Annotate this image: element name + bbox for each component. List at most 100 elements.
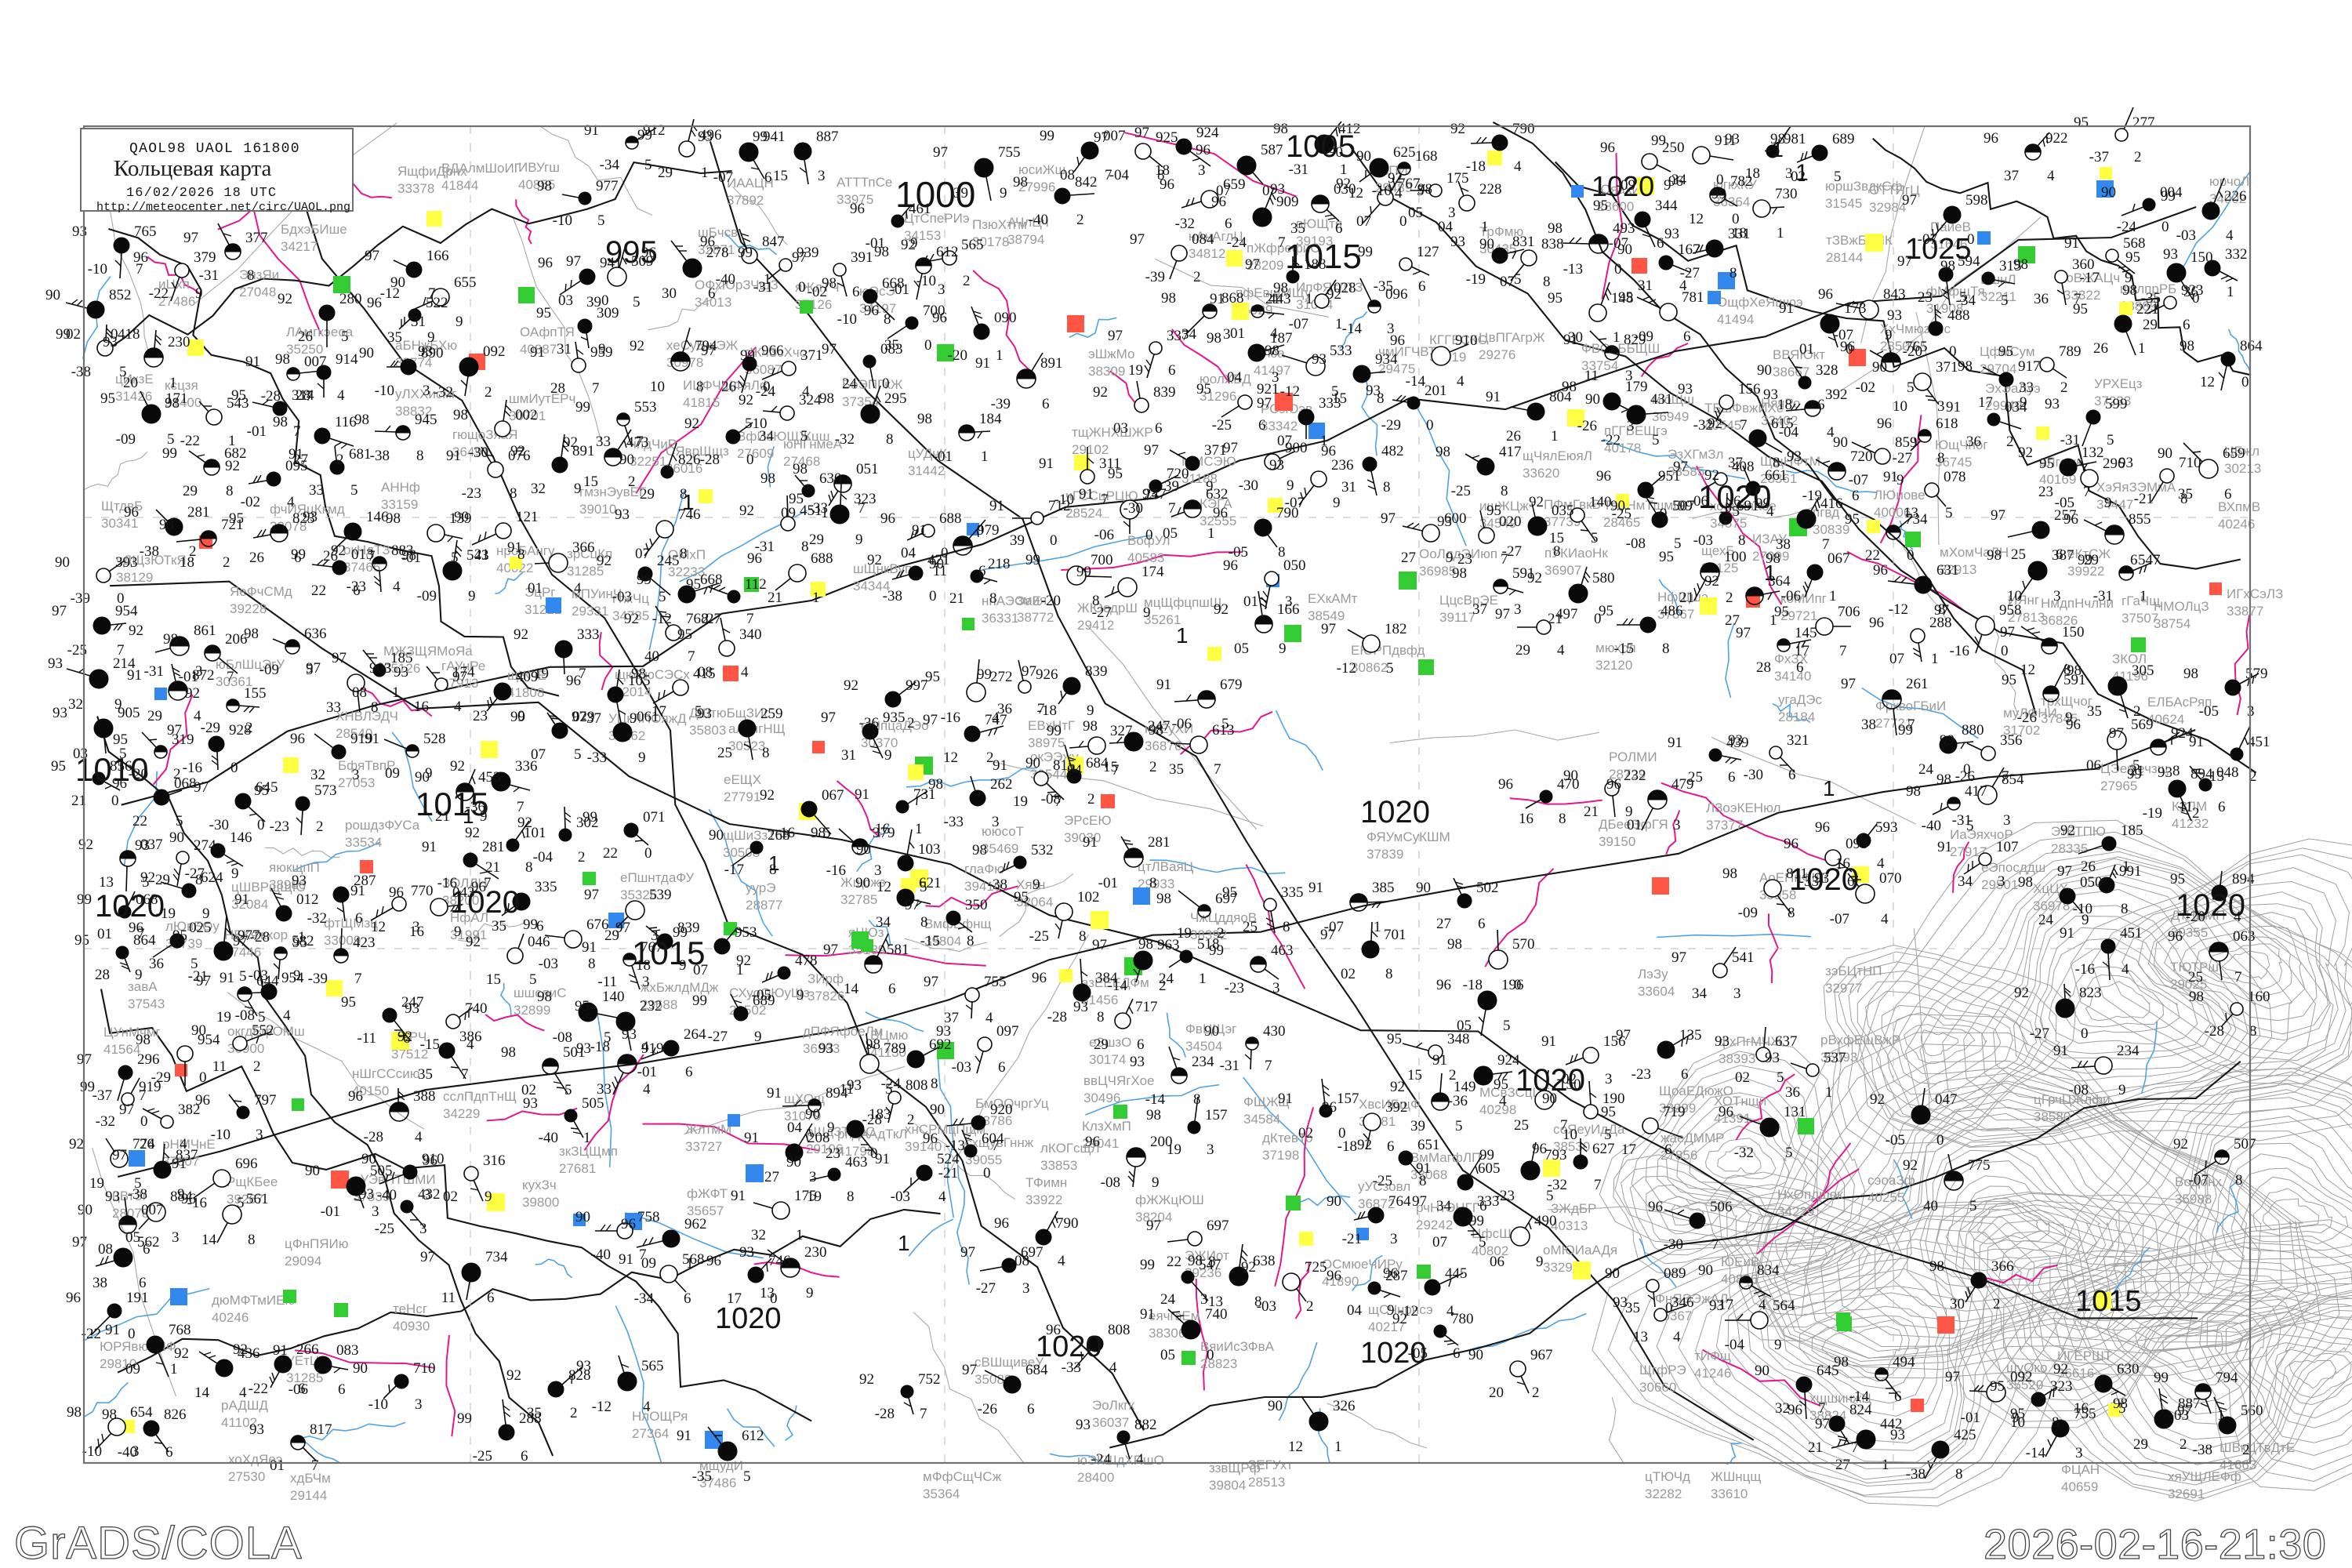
svg-text:532: 532 bbox=[1031, 842, 1054, 858]
svg-text:6: 6 bbox=[684, 1290, 691, 1307]
svg-text:90: 90 bbox=[930, 1102, 945, 1118]
svg-text:93: 93 bbox=[394, 664, 408, 681]
svg-text:013: 013 bbox=[351, 546, 374, 563]
svg-text:98: 98 bbox=[2180, 338, 2194, 354]
svg-text:29: 29 bbox=[2143, 317, 2158, 333]
svg-text:3: 3 bbox=[2003, 812, 2011, 829]
svg-text:5: 5 bbox=[1503, 1018, 1511, 1034]
svg-text:0: 0 bbox=[2001, 643, 2009, 659]
svg-text:90: 90 bbox=[454, 509, 469, 525]
svg-text:15: 15 bbox=[583, 474, 598, 490]
svg-text:фЖФТ: фЖФТ bbox=[687, 1186, 728, 1201]
svg-text:16/02/2026 18 UTC: 16/02/2026 18 UTC bbox=[126, 186, 277, 201]
svg-text:34: 34 bbox=[876, 914, 891, 931]
svg-text:-08: -08 bbox=[1626, 535, 1646, 552]
svg-text:630: 630 bbox=[819, 470, 842, 487]
svg-text:872: 872 bbox=[192, 667, 215, 684]
svg-text:-38: -38 bbox=[370, 448, 390, 464]
svg-text:1: 1 bbox=[1882, 1457, 1889, 1473]
svg-text:26: 26 bbox=[2081, 858, 2096, 875]
svg-text:-31: -31 bbox=[1952, 812, 1972, 829]
svg-text:-14: -14 bbox=[1145, 1091, 1166, 1108]
svg-text:90: 90 bbox=[1833, 434, 1848, 451]
svg-text:-05: -05 bbox=[1886, 1132, 1905, 1149]
svg-text:1: 1 bbox=[1199, 971, 1207, 987]
svg-text:08: 08 bbox=[98, 1241, 113, 1258]
svg-text:488: 488 bbox=[1947, 307, 1970, 324]
svg-text:-09: -09 bbox=[116, 431, 136, 448]
svg-text:6: 6 bbox=[1478, 916, 1486, 932]
svg-text:95: 95 bbox=[231, 387, 246, 404]
svg-text:502: 502 bbox=[1476, 880, 1499, 896]
svg-text:078: 078 bbox=[1944, 469, 1966, 485]
svg-text:02: 02 bbox=[443, 1189, 458, 1205]
svg-text:638: 638 bbox=[1253, 1253, 1276, 1269]
svg-text:388: 388 bbox=[413, 1088, 436, 1105]
svg-text:562: 562 bbox=[137, 1234, 160, 1250]
svg-text:281: 281 bbox=[1148, 834, 1171, 851]
svg-text:98: 98 bbox=[386, 510, 401, 527]
svg-text:335: 335 bbox=[535, 879, 557, 895]
svg-text:3: 3 bbox=[642, 974, 650, 990]
svg-text:-22: -22 bbox=[1601, 432, 1621, 448]
svg-text:30: 30 bbox=[662, 285, 677, 302]
svg-text:668: 668 bbox=[700, 572, 723, 588]
svg-text:24: 24 bbox=[1918, 761, 1934, 778]
svg-text:97: 97 bbox=[1022, 663, 1036, 680]
svg-text:35988: 35988 bbox=[2175, 1192, 2212, 1207]
svg-text:41808: 41808 bbox=[507, 685, 544, 700]
svg-text:-36: -36 bbox=[1448, 1093, 1468, 1109]
svg-text:839: 839 bbox=[1085, 663, 1108, 680]
svg-text:-25: -25 bbox=[1451, 483, 1471, 499]
svg-text:-32: -32 bbox=[96, 1113, 115, 1130]
svg-text:9: 9 bbox=[574, 481, 582, 497]
svg-text:35364: 35364 bbox=[923, 1486, 960, 1501]
svg-text:22: 22 bbox=[1865, 547, 1880, 564]
svg-text:150: 150 bbox=[2190, 249, 2213, 266]
svg-text:92: 92 bbox=[844, 677, 858, 694]
svg-text:417: 417 bbox=[1965, 783, 1987, 800]
svg-text:755: 755 bbox=[998, 144, 1021, 161]
svg-text:91: 91 bbox=[220, 970, 234, 986]
svg-text:95: 95 bbox=[789, 491, 804, 507]
svg-text:565: 565 bbox=[961, 237, 984, 253]
svg-text:98: 98 bbox=[275, 351, 290, 368]
svg-text:9: 9 bbox=[855, 532, 863, 548]
svg-text:92: 92 bbox=[69, 1136, 84, 1152]
svg-text:817: 817 bbox=[310, 1421, 332, 1438]
svg-text:31442: 31442 bbox=[908, 463, 945, 478]
svg-text:97: 97 bbox=[822, 341, 837, 358]
svg-text:507: 507 bbox=[2234, 1136, 2256, 1152]
svg-text:-07: -07 bbox=[1849, 472, 1868, 488]
svg-text:40: 40 bbox=[644, 648, 659, 665]
svg-text:96: 96 bbox=[1815, 819, 1830, 836]
svg-text:613: 613 bbox=[1212, 722, 1235, 739]
svg-text:28877: 28877 bbox=[746, 898, 782, 913]
svg-text:132: 132 bbox=[2082, 445, 2104, 461]
svg-text:107: 107 bbox=[1996, 839, 2019, 855]
svg-text:007: 007 bbox=[141, 1202, 164, 1218]
svg-text:5: 5 bbox=[659, 589, 666, 605]
svg-text:ЖШнцщ: ЖШнцщ bbox=[1711, 1469, 1761, 1484]
svg-text:445: 445 bbox=[1445, 1265, 1468, 1282]
svg-text:99: 99 bbox=[738, 245, 753, 261]
svg-text:92: 92 bbox=[1388, 170, 1403, 187]
svg-text:27681: 27681 bbox=[559, 1161, 596, 1176]
svg-text:1020: 1020 bbox=[1515, 1063, 1585, 1098]
svg-text:26: 26 bbox=[298, 328, 313, 345]
svg-text:740: 740 bbox=[465, 1000, 488, 1017]
svg-text:97: 97 bbox=[2177, 1403, 2192, 1419]
svg-text:494: 494 bbox=[1893, 1354, 1915, 1370]
svg-text:755: 755 bbox=[2074, 1406, 2096, 1422]
svg-text:8: 8 bbox=[920, 914, 928, 931]
svg-text:ЛЮиове: ЛЮиове bbox=[1874, 488, 1926, 503]
svg-text:92: 92 bbox=[2018, 445, 2033, 461]
svg-text:-31: -31 bbox=[199, 267, 219, 284]
svg-text:103: 103 bbox=[918, 841, 941, 858]
svg-text:9: 9 bbox=[456, 314, 463, 330]
svg-text:рошдзФУСа: рошдзФУСа bbox=[345, 818, 420, 833]
svg-text:418: 418 bbox=[118, 326, 140, 343]
svg-text:-04: -04 bbox=[533, 849, 554, 866]
svg-text:33877: 33877 bbox=[2227, 604, 2263, 619]
svg-text:97: 97 bbox=[72, 1234, 87, 1250]
